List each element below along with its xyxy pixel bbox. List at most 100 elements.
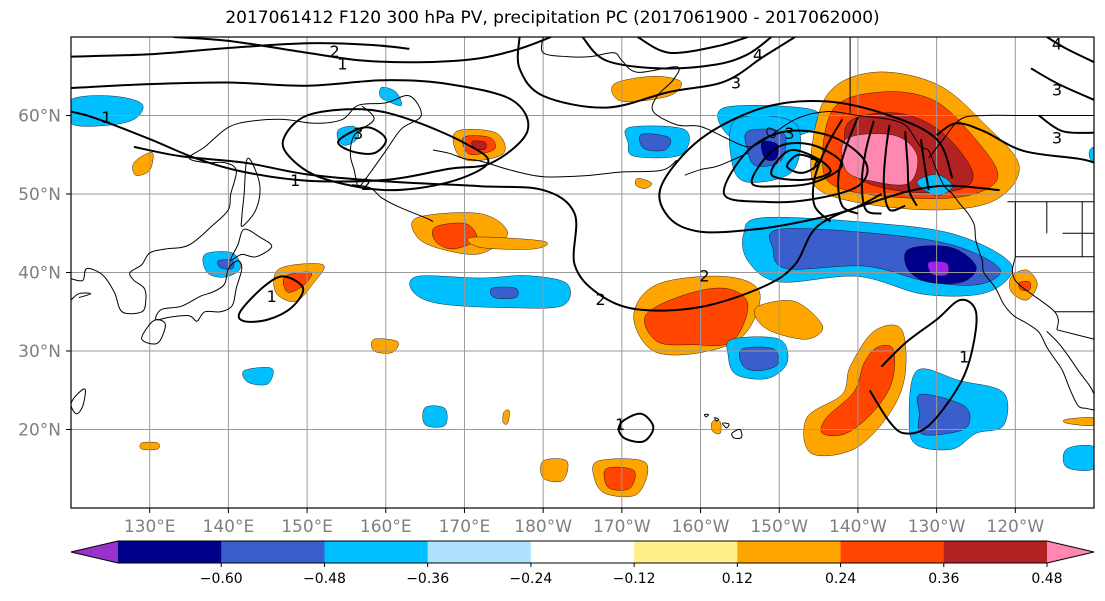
contour-label: 1: [337, 55, 347, 74]
coastline: [1046, 331, 1094, 395]
contour-label: 2: [330, 42, 340, 61]
pv-contour: [1046, 37, 1094, 64]
pv-contour: [133, 145, 1000, 312]
colorbar-tick-label: 0.48: [1031, 571, 1062, 587]
colorbar-tick-label: −0.12: [613, 571, 656, 587]
precip-region: [711, 420, 722, 435]
colorbar-tick-label: −0.48: [303, 571, 346, 587]
pv-contour: [658, 99, 954, 234]
coastline: [351, 184, 434, 222]
colorbar-segment: [840, 541, 945, 563]
pv-contour: [1030, 67, 1094, 101]
contour-label: 3: [1052, 128, 1062, 147]
pv-contour: [770, 149, 832, 181]
contour-label: 2: [699, 267, 709, 286]
colorbar-segment: [118, 541, 222, 563]
precip-region: [502, 409, 510, 425]
contour-label: 1: [101, 108, 111, 127]
contour-label: 1: [290, 171, 300, 190]
contour-label: 2: [596, 290, 606, 309]
coastline: [703, 413, 709, 418]
pv-contour: [936, 122, 1094, 164]
colorbar-segment: [737, 541, 842, 563]
colorbar-tick-label: −0.24: [509, 571, 552, 587]
colorbar-segment: [324, 541, 429, 563]
contour-label: 1: [267, 287, 277, 306]
pv-contour: [637, 37, 749, 54]
contour-label: 7: [810, 155, 820, 174]
coastline: [731, 428, 743, 440]
lon-tick-label: 170°E: [439, 517, 491, 537]
lon-tick-label: 150°W: [750, 517, 808, 537]
lon-tick-label: 170°W: [593, 517, 651, 537]
precip-region: [760, 140, 779, 161]
pv-contour: [811, 118, 844, 223]
contour-label: 3: [731, 74, 741, 93]
colorbar: −0.60 −0.48 −0.36 −0.24 −0.12 0.12 0.24 0.36 0.4…: [70, 540, 1095, 587]
colorbar-tick-label: 0.24: [825, 571, 856, 587]
lat-tick-label: 60°N: [18, 107, 61, 127]
contour-label: 3: [784, 124, 794, 143]
coastline: [766, 127, 777, 139]
colorbar-outline: [70, 540, 1095, 564]
coastline: [230, 228, 273, 261]
lon-tick-label: 180°W: [514, 517, 572, 537]
colorbar-segment: [427, 541, 532, 563]
colorbar-tick-label: 0.12: [722, 571, 753, 587]
coastline: [722, 422, 730, 429]
pv-contour: [173, 37, 552, 64]
colorbar-segment: [530, 541, 635, 563]
precip-region: [1018, 281, 1031, 291]
chart-title: 2017061412 F120 300 hPa PV, precipitatio…: [225, 8, 880, 28]
lon-tick-label: 160°W: [672, 517, 730, 537]
lon-tick-label: 150°E: [281, 517, 333, 537]
precip-region: [739, 346, 779, 371]
pv-contour: [919, 138, 930, 191]
lon-tick-label: 160°E: [360, 517, 412, 537]
contour-label: 2: [361, 175, 371, 194]
lat-tick-label: 40°N: [18, 264, 61, 284]
pv-contour: [750, 141, 844, 188]
precip-region: [489, 286, 519, 299]
precip-region: [71, 95, 144, 127]
precip-region: [635, 178, 653, 189]
pv-contours: [71, 37, 1094, 444]
colorbar-segment: [221, 541, 325, 563]
pv-contour: [837, 116, 859, 215]
precip-region: [639, 133, 671, 152]
pv-contour: [882, 124, 906, 212]
colorbar-segment: [943, 541, 1048, 563]
contour-label: 4: [753, 45, 763, 64]
precip-region: [422, 405, 448, 428]
colorbar-extend-low: [71, 541, 118, 563]
precip-region: [379, 86, 402, 106]
precip-region: [540, 458, 569, 483]
pv-contour: [71, 79, 530, 183]
precip-region: [1088, 146, 1094, 163]
contour-label: 1: [615, 415, 625, 434]
contour-label: 1: [959, 347, 969, 366]
colorbar-tick-label: 0.36: [928, 571, 959, 587]
lon-tick-label: 120°W: [986, 517, 1044, 537]
colorbar-tick-label: −0.60: [200, 571, 243, 587]
colorbar-tick-label: −0.36: [406, 571, 449, 587]
contour-label: 3: [353, 124, 363, 143]
precip-region: [432, 222, 477, 250]
lon-tick-label: 140°E: [203, 517, 255, 537]
coastline: [684, 152, 749, 176]
precip-region: [1062, 417, 1094, 427]
axis-ticks: 60°N 50°N 40°N 30°N 20°N 130°E 140°E 150°E 160°E…: [18, 107, 1044, 538]
lon-tick-label: 130°E: [124, 517, 176, 537]
pv-contour: [237, 275, 305, 323]
precip-region: [611, 76, 682, 103]
border-line: [1011, 256, 1059, 330]
pv-contour: [904, 131, 918, 207]
lat-tick-label: 20°N: [18, 421, 61, 441]
colorbar-extend-high: [1047, 541, 1094, 563]
contour-label: 3: [1052, 81, 1062, 100]
pv-contour: [722, 129, 869, 204]
coastline: [71, 292, 92, 301]
coastline: [71, 95, 422, 315]
coastline: [155, 260, 243, 322]
